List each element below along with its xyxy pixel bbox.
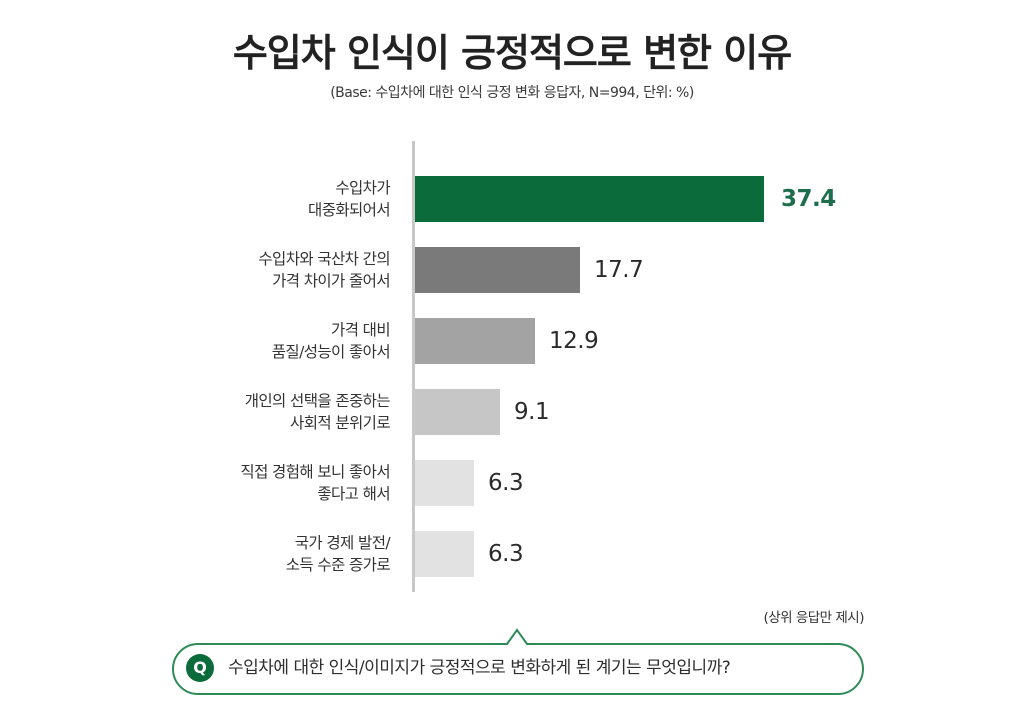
question-text: 수입차에 대한 인식/이미지가 긍정적으로 변화하게 된 계기는 무엇입니까? bbox=[228, 658, 731, 678]
category-label: 수입차가 대중화되어서 bbox=[308, 176, 391, 222]
category-label: 직접 경험해 보니 좋아서 좋다고 해서 bbox=[240, 460, 390, 506]
category-label-line1: 개인의 선택을 존중하는 bbox=[244, 392, 391, 410]
category-label-line2: 사회적 분위기로 bbox=[290, 414, 391, 432]
footnote: (상위 응답만 제시) bbox=[763, 610, 864, 626]
chart-subtitle: (Base: 수입차에 대한 인식 긍정 변화 응답자, N=994, 단위: … bbox=[330, 85, 694, 101]
y-axis-line bbox=[412, 141, 415, 592]
chart-title: 수입차 인식이 긍정적으로 변한 이유 bbox=[232, 31, 792, 75]
bar bbox=[415, 176, 764, 222]
value-label: 37.4 bbox=[781, 186, 836, 212]
category-label-line2: 품질/성능이 좋아서 bbox=[271, 343, 391, 361]
category-label-line2: 대중화되어서 bbox=[308, 201, 391, 219]
value-label: 12.9 bbox=[549, 328, 599, 354]
category-label-line1: 수입차와 국산차 간의 bbox=[258, 250, 390, 268]
bar-row: 가격 대비 품질/성능이 좋아서 12.9 bbox=[0, 318, 1024, 364]
bar bbox=[415, 318, 535, 364]
bar bbox=[415, 460, 474, 506]
category-label-line1: 가격 대비 bbox=[331, 321, 391, 339]
bar bbox=[415, 531, 474, 577]
value-label: 6.3 bbox=[488, 541, 524, 567]
category-label: 수입차와 국산차 간의 가격 차이가 줄어서 bbox=[258, 247, 390, 293]
category-label-line2: 가격 차이가 줄어서 bbox=[272, 272, 391, 290]
bar-row: 수입차와 국산차 간의 가격 차이가 줄어서 17.7 bbox=[0, 247, 1024, 293]
speech-bubble-outline bbox=[172, 628, 864, 695]
value-label: 6.3 bbox=[488, 470, 524, 496]
category-label-line2: 소득 수준 증가로 bbox=[285, 556, 391, 574]
bar bbox=[415, 389, 500, 435]
category-label-line1: 수입차가 bbox=[335, 179, 390, 197]
bar-row: 개인의 선택을 존중하는 사회적 분위기로 9.1 bbox=[0, 389, 1024, 435]
category-label-line1: 직접 경험해 보니 좋아서 bbox=[240, 463, 390, 481]
bar bbox=[415, 247, 580, 293]
question-q-icon: Q bbox=[186, 654, 214, 682]
question-bubble: Q 수입차에 대한 인식/이미지가 긍정적으로 변화하게 된 계기는 무엇입니까… bbox=[172, 628, 864, 696]
value-label: 17.7 bbox=[594, 257, 644, 283]
bar-row: 국가 경제 발전/ 소득 수준 증가로 6.3 bbox=[0, 531, 1024, 577]
bar-row: 수입차가 대중화되어서 37.4 bbox=[0, 176, 1024, 222]
value-label: 9.1 bbox=[514, 399, 550, 425]
category-label: 가격 대비 품질/성능이 좋아서 bbox=[271, 318, 391, 364]
bar-row: 직접 경험해 보니 좋아서 좋다고 해서 6.3 bbox=[0, 460, 1024, 506]
category-label-line1: 국가 경제 발전/ bbox=[294, 534, 391, 552]
category-label-line2: 좋다고 해서 bbox=[317, 485, 390, 503]
category-label: 개인의 선택을 존중하는 사회적 분위기로 bbox=[244, 389, 391, 435]
category-label: 국가 경제 발전/ 소득 수준 증가로 bbox=[285, 531, 391, 577]
